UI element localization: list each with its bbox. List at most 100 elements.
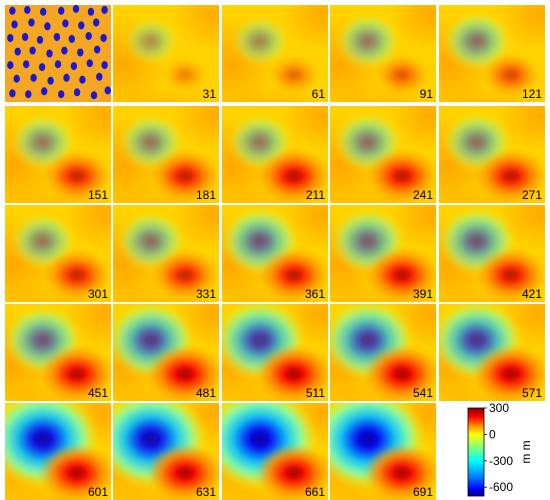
- frame-panel: 241: [330, 106, 436, 203]
- frame-label: 511: [306, 386, 325, 400]
- hot-anomaly: [40, 346, 111, 401]
- sensor-dot: [7, 34, 14, 42]
- sensor-dot: [90, 91, 98, 100]
- frame-label: 391: [413, 287, 433, 301]
- frame-panel: 661: [222, 403, 328, 500]
- sensor-dot: [63, 73, 70, 82]
- frame-label: 661: [305, 485, 325, 499]
- sensor-dot: [79, 75, 86, 84]
- sensor-dot: [23, 60, 30, 69]
- frame-label: 361: [305, 287, 325, 301]
- sensor-dot: [73, 88, 81, 97]
- sensor-dot: [58, 90, 65, 99]
- hot-anomaly: [367, 150, 436, 202]
- frame-panel: 541: [330, 304, 436, 401]
- sensor-dot: [21, 33, 29, 41]
- hot-anomaly: [259, 249, 328, 301]
- frame-label: 61: [312, 87, 326, 101]
- sensor-dot: [28, 18, 35, 27]
- frame-label: 31: [203, 87, 217, 101]
- hot-anomaly: [39, 444, 111, 500]
- hot-anomaly: [476, 249, 545, 301]
- frame-panel: 31: [113, 5, 219, 102]
- frame-label: 571: [522, 386, 542, 400]
- frame-panel: 301: [5, 205, 111, 302]
- colorbar-tick-label: -600: [489, 480, 513, 494]
- frame-panel: 601: [5, 403, 111, 500]
- colorbar-gradient: [467, 407, 485, 497]
- colorbar-unit-label: m m: [519, 440, 533, 463]
- frame-panel: 481: [113, 304, 219, 401]
- sensor-dot: [62, 19, 69, 28]
- sensor-dot: [61, 46, 68, 55]
- sensor-dot: [85, 32, 92, 40]
- sensor-dot: [101, 5, 108, 14]
- frame-label: 151: [88, 188, 108, 202]
- frame-label: 301: [88, 287, 108, 301]
- colorbar-tick-label: -300: [489, 454, 513, 468]
- sensor-dot: [30, 73, 37, 82]
- frame-panel: 61: [222, 5, 328, 102]
- hot-anomaly: [376, 55, 428, 95]
- sensor-dot: [40, 7, 47, 16]
- hot-anomaly: [270, 57, 318, 93]
- hot-anomaly: [256, 444, 328, 500]
- frame-panel: 631: [113, 403, 219, 500]
- sensor-dot: [70, 62, 78, 71]
- cold-anomaly: [123, 17, 179, 65]
- sensor-dot: [54, 60, 62, 69]
- frame-panel: 421: [439, 205, 545, 302]
- sensor-dot: [77, 48, 84, 57]
- sensor-dot: [29, 46, 36, 55]
- frame-label: 451: [88, 386, 108, 400]
- sensor-dot: [25, 90, 32, 99]
- sensor-dot: [14, 47, 21, 56]
- colorbar: 300 0 -300 -600 m m: [467, 401, 533, 497]
- frame-label: 271: [522, 188, 542, 202]
- frame-label: 121: [522, 87, 542, 101]
- hot-anomaly: [366, 248, 436, 302]
- hot-anomaly: [473, 345, 545, 401]
- sensor-dot: [41, 87, 48, 96]
- hot-anomaly: [256, 345, 328, 401]
- hot-anomaly: [483, 54, 539, 96]
- frame-label: 331: [196, 287, 216, 301]
- sensor-dot: [11, 20, 18, 29]
- frame-panel: 211: [222, 106, 328, 203]
- hot-anomaly: [44, 151, 110, 201]
- cold-anomaly: [335, 13, 401, 69]
- sensor-dot: [24, 5, 31, 14]
- frame-panel: 451: [5, 304, 111, 401]
- sensor-dot: [96, 72, 103, 81]
- frame-panel: 271: [439, 106, 545, 203]
- sensor-dot: [86, 59, 94, 68]
- frame-panel: 121: [439, 5, 545, 102]
- hot-anomaly: [147, 345, 219, 401]
- sensor-dot: [36, 35, 44, 44]
- frame-panel: 151: [5, 106, 111, 203]
- frame-label: 181: [196, 188, 216, 202]
- sensor-dot: [100, 34, 107, 42]
- sensor-dot: [72, 5, 80, 13]
- sensor-dot: [78, 21, 85, 30]
- sensor-dot: [46, 49, 53, 58]
- sensor-dot: [38, 63, 46, 72]
- colorbar-tick-label: 0: [489, 427, 496, 441]
- frame-label: 481: [196, 386, 216, 400]
- frame-panel: 691: [330, 403, 436, 500]
- sensor-dot: [58, 6, 65, 15]
- frame-panel: 91: [330, 5, 436, 102]
- frame-label: 541: [413, 386, 433, 400]
- colorbar-ticks: 300 0 -300 -600: [484, 401, 513, 494]
- frame-panel: 331: [113, 205, 219, 302]
- frame-label: 691: [413, 485, 433, 499]
- sensor-dot: [104, 86, 111, 95]
- frame-label: 421: [522, 287, 542, 301]
- colorbar-tick-label: 300: [489, 401, 509, 415]
- hot-anomaly: [258, 149, 328, 203]
- hot-anomaly: [364, 345, 436, 401]
- sensor-dot: [13, 74, 20, 83]
- sensor-dot: [101, 61, 108, 70]
